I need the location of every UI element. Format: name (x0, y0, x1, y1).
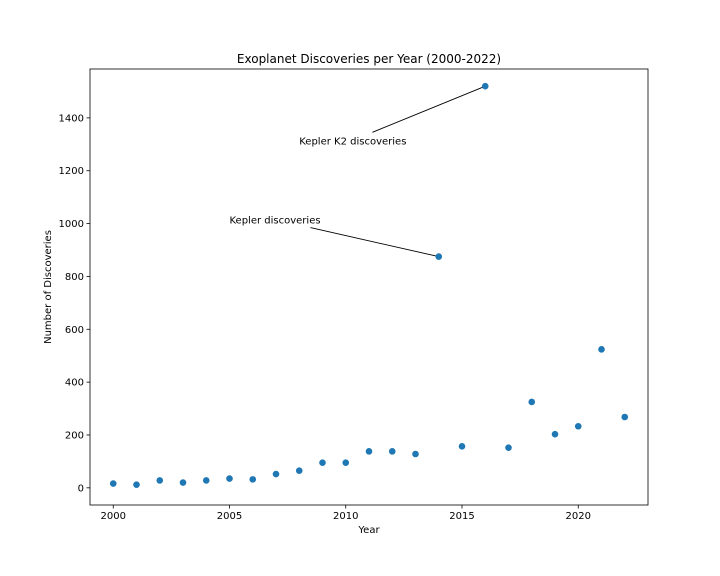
data-point (388, 448, 396, 455)
data-point (574, 422, 582, 430)
y-tick-label: 800 (65, 272, 84, 283)
annotation-label: Kepler K2 discoveries (299, 136, 406, 147)
data-point (621, 413, 629, 421)
x-tick-label: 2010 (333, 511, 358, 522)
data-point (412, 450, 419, 458)
annotation-arrow (372, 85, 486, 133)
y-tick-label: 400 (65, 378, 84, 389)
annotation-arrow (310, 227, 439, 258)
y-tick-label: 1000 (59, 219, 84, 230)
data-point (179, 479, 187, 486)
data-point (133, 481, 140, 488)
y-tick-label: 0 (78, 483, 84, 494)
y-tick-label: 1200 (59, 166, 84, 177)
y-tick-label: 1400 (59, 113, 84, 124)
x-tick-label: 2020 (566, 511, 591, 522)
x-tick-label: 2015 (449, 511, 474, 522)
y-tick-label: 200 (65, 430, 84, 441)
data-point (226, 475, 233, 482)
data-point (109, 480, 117, 487)
y-tick-label: 600 (65, 325, 84, 336)
data-point (342, 459, 350, 467)
data-point (551, 430, 559, 438)
data-point (156, 477, 164, 484)
data-point (458, 443, 466, 450)
plot-frame (89, 68, 649, 506)
y-axis-label: Number of Discoveries (43, 230, 54, 344)
data-point (528, 398, 536, 406)
data-point (365, 448, 373, 455)
x-tick-label: 2005 (217, 511, 242, 522)
chart-title: Exoplanet Discoveries per Year (2000-202… (237, 52, 501, 66)
data-point (435, 253, 443, 260)
data-point (319, 459, 326, 467)
x-axis-label: Year (357, 525, 380, 536)
data-point (295, 467, 303, 474)
x-tick-label: 2000 (101, 511, 126, 522)
data-point (272, 470, 280, 478)
data-point (481, 82, 489, 90)
annotation-label: Kepler discoveries (230, 216, 321, 227)
plot-area: 2000 2005 2010 2015 2020 0 200 400 600 800 1000 120… (59, 68, 649, 522)
data-point (505, 444, 512, 451)
data-point (249, 476, 257, 483)
data-point (202, 477, 210, 484)
data-point (598, 346, 605, 353)
